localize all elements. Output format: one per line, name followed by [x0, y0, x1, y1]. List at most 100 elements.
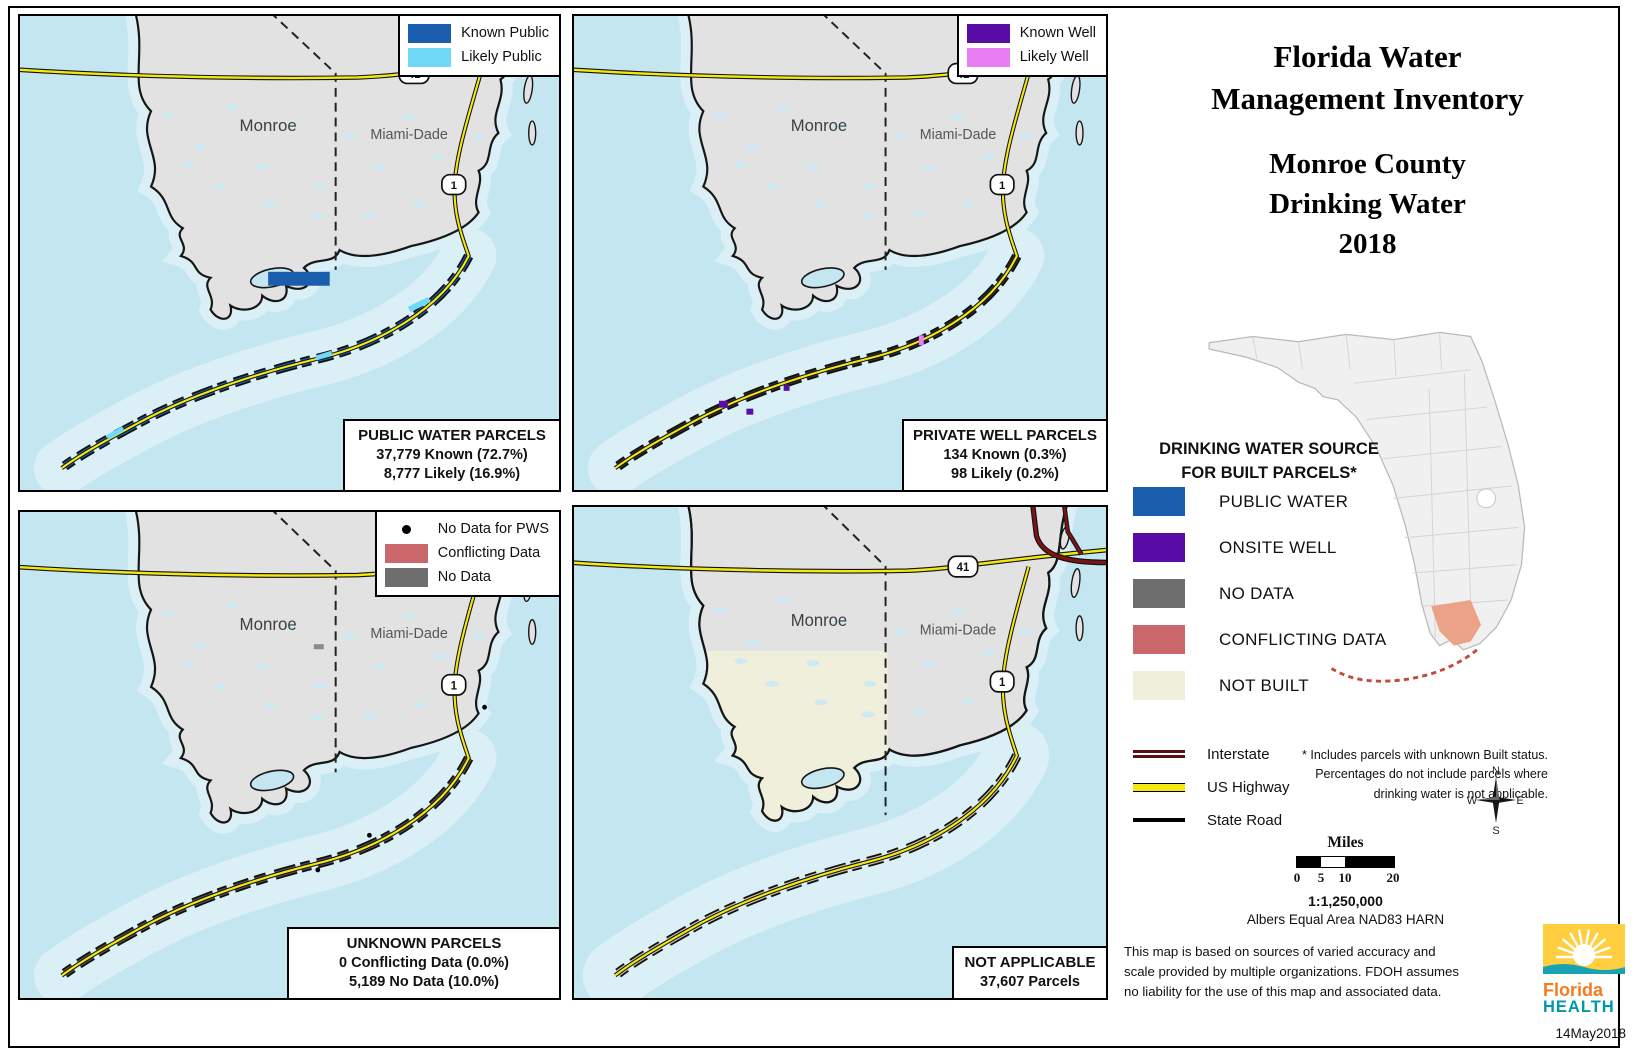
legend-item-label: NO DATA	[1219, 583, 1295, 603]
us-1-shield: 1	[989, 670, 1015, 693]
legend-row: No Data for PWS	[385, 517, 549, 541]
known-public-swatch	[408, 23, 452, 43]
stats-title: PUBLIC WATER PARCELS	[358, 426, 546, 444]
likely-public-swatch	[408, 47, 452, 67]
road-label: State Road	[1207, 811, 1283, 829]
stats-line: 37,779 Known (72.7%)	[376, 446, 528, 463]
legend-item: ONSITE WELL	[1133, 533, 1387, 562]
legend-label: No Data for PWS	[437, 521, 549, 537]
stats-title: PRIVATE WELL PARCELS	[913, 426, 1097, 444]
county-label-miami-dade: Miami-Dade	[920, 127, 997, 143]
county-label-miami-dade: Miami-Dade	[370, 626, 447, 642]
county-boundaries	[1252, 332, 1519, 638]
legend-row: Known Well	[966, 21, 1096, 45]
legend-item-label: CONFLICTING DATA	[1219, 629, 1387, 649]
legend-row: Known Public	[408, 21, 549, 45]
legend-row: No Data	[384, 565, 549, 589]
legend-unknown: No Data for PWS Conflicting Data No Data	[374, 512, 559, 597]
likely-well-swatch	[966, 47, 1010, 67]
onsite-well-swatch	[1133, 533, 1185, 562]
scale-ratio: 1:1,250,000	[1308, 893, 1383, 909]
scale-units-label: Miles	[1327, 834, 1364, 851]
svg-text:E: E	[1516, 795, 1523, 807]
us-41-shield: 41	[947, 555, 979, 578]
stats-box-private-well: PRIVATE WELL PARCELS 134 Known (0.3%) 98…	[902, 418, 1106, 490]
known-well-swatch	[966, 23, 1010, 43]
legend-item: NO DATA	[1133, 579, 1387, 608]
florida-inset-map	[1170, 295, 1570, 710]
scale-tick: 5	[1317, 870, 1325, 885]
legend-label: Known Public	[461, 25, 549, 41]
dot-icon	[401, 524, 411, 534]
sun-icon	[1543, 924, 1625, 974]
stats-title: NOT APPLICABLE	[964, 954, 1096, 972]
inset-keys-highlight	[1330, 648, 1478, 683]
scale-block: Miles 0 5 10 20 1:1,250,000 Albers Equal…	[1238, 834, 1453, 927]
map-date: 14May2018	[1555, 1026, 1626, 1041]
subtitle-line: 2018	[1338, 228, 1397, 261]
legend-label: Known Well	[1019, 25, 1096, 41]
legend-item-label: NOT BUILT	[1219, 675, 1309, 695]
us-1-shield: 1	[441, 173, 467, 196]
legend-public-water: Known Public Likely Public	[398, 16, 559, 77]
legend-item: PUBLIC WATER	[1133, 487, 1387, 516]
scale-tick: 10	[1338, 870, 1352, 885]
county-label-miami-dade: Miami-Dade	[920, 622, 997, 638]
legend-row: Likely Well	[966, 45, 1096, 69]
state-road-line-swatch	[1133, 818, 1185, 822]
no-data-swatch	[384, 567, 428, 587]
conflicting-data-swatch	[1133, 625, 1185, 654]
map-canvas-not-applicable: Monroe Miami-Dade 41 1	[574, 507, 1106, 998]
stats-line: 8,777 Likely (16.9%)	[383, 465, 521, 482]
sidebar-legend-heading: DRINKING WATER SOURCE FOR BUILT PARCELS*	[1128, 438, 1410, 486]
sidebar-legend: PUBLIC WATER ONSITE WELL NO DATA CONFLIC…	[1133, 487, 1387, 717]
no-data-swatch	[1133, 579, 1185, 608]
lake-okeechobee	[1476, 488, 1497, 509]
stats-title: UNKNOWN PARCELS	[346, 934, 502, 952]
svg-text:W: W	[1467, 795, 1478, 807]
stats-box-unknown: UNKNOWN PARCELS 0 Conflicting Data (0.0%…	[287, 926, 559, 998]
stats-line: 134 Known (0.3%)	[943, 446, 1067, 463]
road-label: US Highway	[1207, 778, 1290, 796]
stats-box-not-applicable: NOT APPLICABLE 37,607 Parcels	[952, 946, 1106, 998]
legend-label: No Data	[437, 569, 491, 585]
legend-item-label: ONSITE WELL	[1219, 537, 1337, 557]
footnote-line: * Includes parcels with unknown Built st…	[1302, 748, 1548, 762]
road-legend-row: State Road	[1133, 811, 1290, 829]
footnote-line: drinking water is not applicable.	[1373, 786, 1548, 801]
projection-label: Albers Equal Area NAD83 HARN	[1246, 912, 1445, 927]
legend-label: Conflicting Data	[437, 545, 541, 561]
scale-ticks: 0 5 10 20	[1294, 870, 1400, 886]
title-line: Management Inventory	[1211, 81, 1524, 117]
disclaimer: This map is based on sources of varied a…	[1124, 942, 1472, 1001]
svg-text:1: 1	[451, 180, 458, 192]
svg-text:1: 1	[999, 180, 1005, 192]
us-highway-line-swatch	[1133, 782, 1185, 792]
pws-dot-swatch	[385, 520, 428, 539]
page-title: Florida Water Management Inventory Monro…	[1110, 36, 1625, 264]
stats-line: 5,189 No Data (10.0%)	[349, 973, 499, 990]
legend-heading-line: DRINKING WATER SOURCE	[1159, 440, 1379, 458]
legend-item-label: PUBLIC WATER	[1219, 491, 1349, 511]
legend-heading-line: FOR BUILT PARCELS*	[1181, 463, 1357, 482]
stats-line: 98 Likely (0.2%)	[951, 465, 1059, 482]
road-legend-row: Interstate	[1133, 745, 1290, 763]
disclaimer-line: no liability for the use of this map and…	[1124, 983, 1442, 999]
svg-text:1: 1	[451, 680, 458, 692]
compass-rose-icon: N E S W	[1466, 764, 1526, 841]
map-panel-not-applicable: Monroe Miami-Dade 41 1 NOT APPLICABLE 37,60…	[572, 505, 1108, 1000]
svg-text:N: N	[1492, 765, 1500, 777]
subtitle-line: Drinking Water	[1269, 188, 1466, 221]
road-legend-row: US Highway	[1133, 778, 1290, 796]
footnote-line: Percentages do not include parcels where	[1315, 767, 1548, 782]
legend-item: NOT BUILT	[1133, 671, 1387, 700]
scale-bar	[1296, 856, 1395, 868]
stats-line: 37,607 Parcels	[980, 973, 1080, 990]
legend-row: Likely Public	[408, 45, 549, 69]
